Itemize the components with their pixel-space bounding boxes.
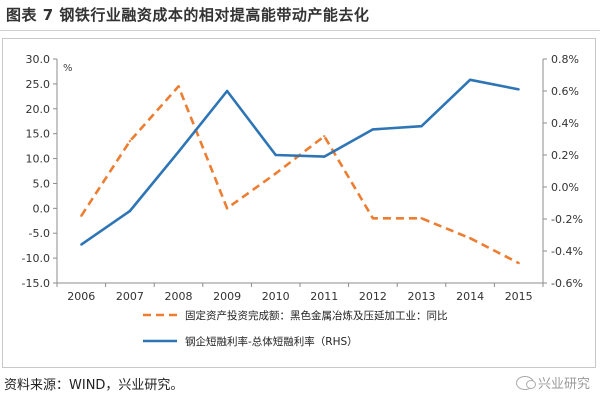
data-point — [371, 217, 375, 220]
data-point — [517, 88, 520, 91]
right-tick-label: -0.6% — [551, 277, 583, 290]
data-point — [177, 85, 180, 88]
left-tick-label: -10.0 — [22, 252, 50, 265]
x-tick-label: 2011 — [310, 290, 338, 303]
data-point — [517, 261, 520, 265]
chart-frame: 30.0 25.0 20.0 15.0 10.0 5.0 0.0 -5.0 -10.0 -15.0… — [2, 38, 596, 368]
left-tick-label: -5.0 — [29, 227, 50, 240]
watermark-label: 兴业研究 — [537, 377, 590, 392]
right-tick-label: 0.0% — [551, 181, 579, 194]
data-point — [225, 89, 229, 93]
data-point — [420, 217, 423, 220]
source-note: 资料来源：WIND，兴业研究。 — [4, 378, 184, 393]
right-tick-label: 0.8% — [551, 53, 579, 66]
chart-legend: 固定资产投资完成额：黑色金属冶炼及压延加工业：同比钢企短融利率-总体短融利率（R… — [143, 309, 448, 348]
x-tick-label: 2007 — [116, 290, 144, 303]
x-tick-label: 2012 — [359, 290, 387, 303]
chart-marks — [80, 78, 520, 265]
left-tick-label: 10.0 — [26, 153, 51, 166]
x-tick-label: 2009 — [213, 290, 241, 303]
data-point — [274, 172, 277, 175]
x-tick-label: 2006 — [67, 290, 95, 303]
series-line-spread — [80, 78, 519, 246]
wechat-icon — [515, 375, 536, 390]
data-point — [468, 78, 472, 81]
left-tick-label: 25.0 — [26, 78, 51, 91]
title-divider — [0, 30, 600, 31]
left-axis-unit: % — [63, 63, 73, 74]
x-tick-label: 2008 — [165, 290, 193, 303]
right-tick-label: -0.2% — [551, 213, 583, 226]
left-tick-label: 30.0 — [26, 53, 51, 66]
data-point — [128, 209, 132, 213]
left-tick-label: 15.0 — [26, 128, 51, 141]
left-tick-label: 20.0 — [26, 103, 51, 116]
left-tick-label: 0.0 — [33, 202, 51, 215]
line-chart: 30.0 25.0 20.0 15.0 10.0 5.0 0.0 -5.0 -10.0 -15.0… — [22, 53, 583, 348]
x-tick-label: 2010 — [262, 290, 290, 303]
data-point — [80, 214, 83, 217]
data-point — [274, 153, 277, 157]
data-point — [420, 125, 423, 128]
chart-axes: 30.0 25.0 20.0 15.0 10.0 5.0 0.0 -5.0 -10.0 -15.0… — [22, 53, 583, 303]
x-tick-label: 2014 — [456, 290, 484, 303]
data-point — [128, 139, 132, 143]
series-line-investment — [80, 85, 520, 265]
left-tick-label: 5.0 — [33, 177, 51, 190]
data-point — [80, 243, 83, 246]
left-tick-label: -15.0 — [22, 277, 50, 290]
data-point — [177, 150, 180, 153]
right-tick-label: 0.2% — [551, 149, 579, 162]
x-tick-label: 2015 — [505, 290, 533, 303]
chart-title: 图表 7 钢铁行业融资成本的相对提高能带动产能去化 — [6, 6, 370, 24]
right-tick-label: 0.4% — [551, 117, 579, 130]
legend-label: 固定资产投资完成额：黑色金属冶炼及压延加工业：同比 — [185, 309, 448, 322]
data-point — [371, 128, 375, 131]
data-point — [225, 207, 229, 210]
legend-label: 钢企短融利率-总体短融利率（RHS） — [185, 335, 358, 348]
right-tick-label: -0.4% — [551, 245, 583, 258]
watermark: 兴业研究 — [515, 373, 590, 392]
x-tick-label: 2013 — [408, 290, 436, 303]
right-tick-label: 0.6% — [551, 85, 579, 98]
data-point — [468, 237, 472, 240]
data-point — [323, 155, 326, 158]
data-point — [323, 134, 326, 138]
